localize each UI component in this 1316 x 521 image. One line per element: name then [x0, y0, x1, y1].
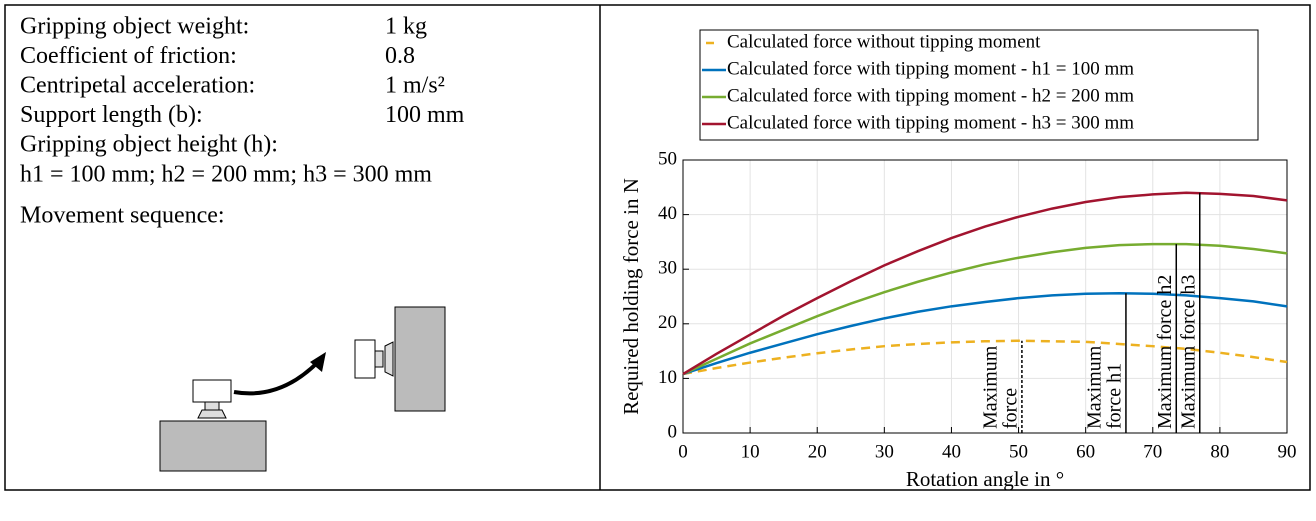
x-tick-label: 60: [1076, 441, 1095, 462]
param-value: 1 m/s²: [385, 73, 445, 99]
marker-label: Maximum: [980, 345, 1002, 429]
param-label: Gripping object weight:: [20, 14, 249, 40]
height-label: Gripping object height (h):: [20, 132, 278, 158]
x-tick-label: 20: [808, 441, 827, 462]
y-tick-label: 40: [658, 203, 677, 224]
param-value: 0.8: [385, 43, 415, 69]
marker-label: force: [1000, 388, 1022, 429]
x-tick-label: 0: [678, 441, 688, 462]
x-axis-label: Rotation angle in °: [906, 467, 1064, 491]
chart: 0 10 20 30 40 50 60 70 80 90 0 10 20 30 40 50 Rotation a…: [619, 29, 1297, 491]
y-tick-label: 20: [658, 312, 677, 333]
y-tick-label: 0: [668, 421, 678, 442]
frame: [4, 4, 1311, 491]
param-label: Coefficient of friction:: [20, 43, 237, 69]
param-value: 100 mm: [385, 102, 465, 128]
x-tick-label: 50: [1009, 441, 1028, 462]
series-line: [682, 191, 1288, 376]
marker-label: force h1: [1104, 363, 1126, 429]
x-tick-label: 90: [1278, 441, 1297, 462]
marker-label: Maximum force h2: [1154, 275, 1176, 429]
legend-label: Calculated force with tipping moment - h…: [727, 85, 1134, 106]
series-line: [682, 291, 1288, 376]
x-tick-label: 30: [875, 441, 894, 462]
param-label: Support length (b):: [20, 102, 203, 128]
movement-diagram: [159, 306, 446, 472]
y-tick-label: 10: [658, 367, 677, 388]
x-tick-label: 80: [1210, 441, 1229, 462]
marker-label: Maximum force h3: [1177, 275, 1199, 429]
y-axis-label: Required holding force in N: [619, 178, 643, 415]
marker-label: Maximum: [1084, 345, 1106, 429]
x-tick-label: 70: [1143, 441, 1162, 462]
param-label: Centripetal acceleration:: [20, 73, 255, 99]
param-value: 1 kg: [385, 14, 427, 40]
y-tick-label: 30: [658, 258, 677, 279]
legend-box: [699, 29, 1259, 141]
legend-label: Calculated force with tipping moment - h…: [727, 58, 1134, 79]
parameters: Gripping object weight: 1 kg Coefficient o…: [20, 14, 465, 229]
x-tick-label: 40: [942, 441, 961, 462]
movement-label: Movement sequence:: [20, 203, 225, 229]
y-tick-label: 50: [658, 148, 677, 169]
series-line: [682, 339, 1288, 376]
plot-area: [682, 159, 1288, 434]
series-line: [682, 242, 1288, 376]
legend-label: Calculated force without tipping moment: [727, 31, 1041, 52]
x-tick-label: 10: [741, 441, 760, 462]
legend-label: Calculated force with tipping moment - h…: [727, 112, 1134, 133]
height-values: h1 = 100 mm; h2 = 200 mm; h3 = 300 mm: [20, 162, 432, 188]
